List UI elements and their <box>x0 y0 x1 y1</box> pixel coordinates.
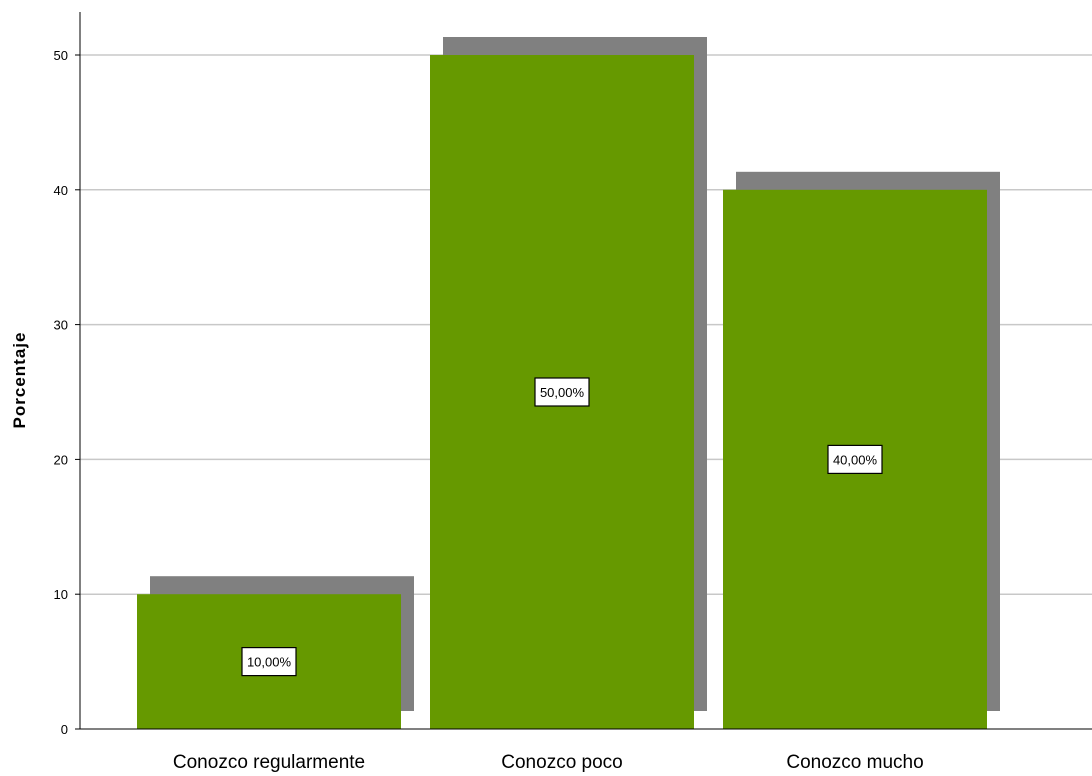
x-category-label: Conozco poco <box>501 752 622 773</box>
data-label: 50,00% <box>540 385 585 400</box>
y-tick-label: 20 <box>54 452 68 467</box>
y-tick-label: 30 <box>54 318 68 333</box>
data-label-box <box>534 377 590 407</box>
y-tick-label: 10 <box>54 587 68 602</box>
axes: 0 10 20 30 40 50 Conozco regularmente Conozco p… <box>54 12 1092 773</box>
y-axis-title: Porcentaje <box>10 332 29 429</box>
data-label-box <box>241 646 297 677</box>
y-tick-label: 50 <box>54 48 68 63</box>
y-tick-label: 40 <box>54 183 68 198</box>
bars: 10,00% 50,00% 40,00% <box>137 37 1000 730</box>
x-category-label: Conozco mucho <box>786 752 923 773</box>
x-category-label: Conozco regularmente <box>173 752 365 773</box>
data-label-box <box>827 444 883 474</box>
data-label: 40,00% <box>833 452 878 467</box>
y-tick-label: 0 <box>61 722 68 737</box>
data-label: 10,00% <box>247 655 292 670</box>
